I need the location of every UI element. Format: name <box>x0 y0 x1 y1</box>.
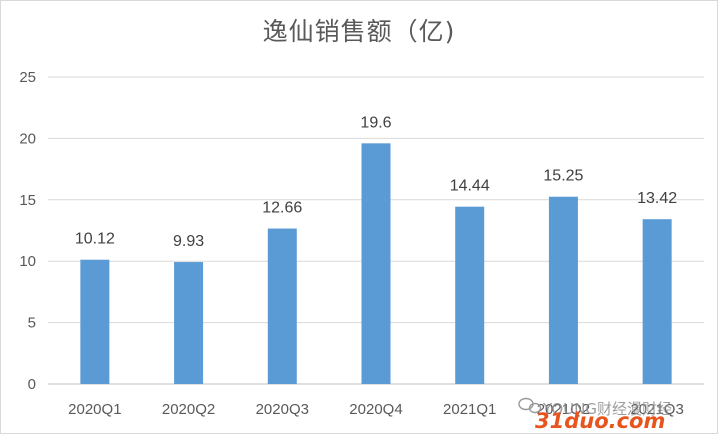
y-tick-label: 10 <box>19 253 36 270</box>
y-tick-label: 5 <box>28 315 36 332</box>
watermark-text: YOUNG财经漫财经 <box>542 400 672 418</box>
data-label: 9.93 <box>173 233 204 250</box>
bar <box>361 143 391 384</box>
x-tick-label: 2020Q3 <box>256 401 309 418</box>
x-tick-label: 2020Q4 <box>349 401 402 418</box>
y-tick-label: 25 <box>19 69 36 86</box>
bar-series <box>80 143 672 384</box>
x-axis-tick-labels: 2020Q1 2020Q2 2020Q3 2020Q4 2021Q1 2021Q2 2021… <box>68 401 684 418</box>
y-axis-tick-labels: 0 5 10 15 20 25 <box>19 69 36 393</box>
x-tick-label: 2021Q3 <box>630 401 683 418</box>
data-label: 14.44 <box>450 178 490 195</box>
wechat-icon <box>518 397 542 414</box>
watermark-logo: 31duo.com <box>535 409 665 433</box>
x-tick-label: 2021Q1 <box>443 401 496 418</box>
data-label: 13.42 <box>637 190 677 207</box>
data-labels: 10.12 9.93 12.66 19.6 14.44 15.25 13.42 <box>75 114 677 250</box>
data-label: 15.25 <box>543 168 583 185</box>
data-label: 10.12 <box>75 231 115 248</box>
bar <box>267 228 297 384</box>
bar <box>642 219 672 384</box>
wechat-bubble-large <box>518 397 534 411</box>
bar <box>80 259 110 384</box>
y-tick-label: 20 <box>19 130 36 147</box>
y-tick-label: 0 <box>28 376 36 393</box>
bar <box>548 196 578 384</box>
bar <box>174 262 204 384</box>
wechat-bubble-small <box>528 402 542 414</box>
x-tick-label: 2020Q2 <box>162 401 215 418</box>
x-tick-label: 2020Q1 <box>68 401 121 418</box>
chart-title: 逸仙销售额（亿) <box>262 17 456 46</box>
data-label: 19.6 <box>360 114 391 131</box>
y-tick-label: 15 <box>19 192 36 209</box>
x-tick-label: 2021Q2 <box>537 401 590 418</box>
data-label: 12.66 <box>262 200 302 217</box>
bar <box>455 206 485 384</box>
